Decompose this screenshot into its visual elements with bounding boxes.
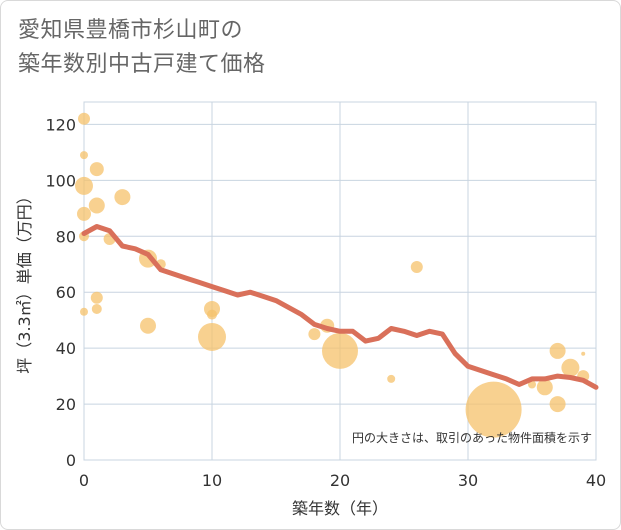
grid-lines bbox=[84, 102, 596, 460]
chart-note: 円の大きさは、取引のあった物件面積を示す bbox=[352, 430, 592, 445]
chart-title-line2: 築年数別中古戸建て価格 bbox=[18, 52, 266, 77]
bubble-point bbox=[91, 303, 102, 314]
bubble-point bbox=[77, 206, 91, 221]
x-axis-label: 築年数（年） bbox=[292, 499, 388, 518]
bubble-point bbox=[140, 317, 156, 334]
bubble-point bbox=[198, 322, 226, 351]
bubble-point bbox=[549, 396, 566, 413]
y-tick-label: 40 bbox=[56, 339, 76, 358]
bubble-point bbox=[387, 374, 396, 383]
bubble-point bbox=[410, 261, 423, 274]
bubble-series bbox=[75, 112, 590, 438]
bubble-point bbox=[322, 332, 358, 369]
bubble-point bbox=[88, 197, 105, 214]
bubble-point bbox=[561, 358, 580, 377]
chart-title-line1: 愛知県豊橋市杉山町の bbox=[18, 18, 244, 43]
bubble-point bbox=[78, 112, 90, 125]
y-tick-label: 0 bbox=[66, 451, 76, 470]
bubble-point bbox=[308, 328, 321, 341]
y-tick-label: 60 bbox=[56, 283, 76, 302]
x-tick-label: 40 bbox=[586, 471, 606, 490]
y-tick-label: 80 bbox=[56, 227, 76, 246]
bubble-point bbox=[90, 291, 103, 304]
bubble-point bbox=[465, 381, 522, 438]
bubble-point bbox=[75, 176, 93, 195]
bubble-point bbox=[207, 309, 217, 320]
bubble-point bbox=[549, 342, 566, 359]
x-tick-labels: 0 10 20 30 40 bbox=[79, 471, 606, 490]
y-tick-label: 120 bbox=[45, 115, 76, 134]
y-tick-labels: 0 20 40 60 80 100 120 bbox=[45, 115, 76, 470]
chart-title: 愛知県豊橋市杉山町の 築年数別中古戸建て価格 bbox=[18, 14, 266, 82]
x-tick-label: 30 bbox=[458, 471, 478, 490]
y-tick-label: 20 bbox=[56, 395, 76, 414]
x-tick-label: 10 bbox=[202, 471, 222, 490]
y-tick-label: 100 bbox=[45, 171, 76, 190]
bubble-point bbox=[80, 307, 88, 316]
x-tick-label: 20 bbox=[330, 471, 350, 490]
bubble-point bbox=[536, 379, 553, 396]
bubble-point bbox=[581, 351, 586, 356]
y-axis-label: 坪（3.3㎡）単価（万円） bbox=[15, 188, 34, 373]
bubble-point bbox=[80, 151, 88, 160]
trend-line bbox=[81, 224, 599, 390]
bubble-point bbox=[114, 189, 131, 206]
x-tick-label: 0 bbox=[79, 471, 89, 490]
bubble-point bbox=[89, 162, 104, 177]
